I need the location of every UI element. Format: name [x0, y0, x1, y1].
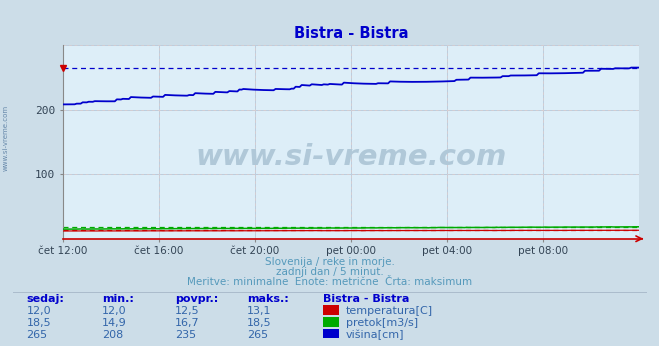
Text: Bistra - Bistra: Bistra - Bistra: [323, 294, 409, 304]
Text: povpr.:: povpr.:: [175, 294, 218, 304]
Text: 208: 208: [102, 330, 123, 340]
Text: www.si-vreme.com: www.si-vreme.com: [2, 105, 9, 172]
Title: Bistra - Bistra: Bistra - Bistra: [294, 26, 408, 41]
Text: 265: 265: [26, 330, 47, 340]
Text: Slovenija / reke in morje.: Slovenija / reke in morje.: [264, 257, 395, 267]
Text: Meritve: minimalne  Enote: metrične  Črta: maksimum: Meritve: minimalne Enote: metrične Črta:…: [187, 277, 472, 288]
Text: 12,5: 12,5: [175, 306, 199, 316]
Text: 14,9: 14,9: [102, 318, 127, 328]
Text: www.si-vreme.com: www.si-vreme.com: [195, 143, 507, 171]
Text: 13,1: 13,1: [247, 306, 272, 316]
Text: 265: 265: [247, 330, 268, 340]
Text: 18,5: 18,5: [26, 318, 51, 328]
Text: pretok[m3/s]: pretok[m3/s]: [346, 318, 418, 328]
Text: 235: 235: [175, 330, 196, 340]
Text: min.:: min.:: [102, 294, 134, 304]
Text: zadnji dan / 5 minut.: zadnji dan / 5 minut.: [275, 267, 384, 277]
Text: višina[cm]: višina[cm]: [346, 329, 405, 340]
Text: 18,5: 18,5: [247, 318, 272, 328]
Text: 12,0: 12,0: [26, 306, 51, 316]
Text: sedaj:: sedaj:: [26, 294, 64, 304]
Text: 16,7: 16,7: [175, 318, 199, 328]
Text: maks.:: maks.:: [247, 294, 289, 304]
Text: temperatura[C]: temperatura[C]: [346, 306, 433, 316]
Text: 12,0: 12,0: [102, 306, 127, 316]
